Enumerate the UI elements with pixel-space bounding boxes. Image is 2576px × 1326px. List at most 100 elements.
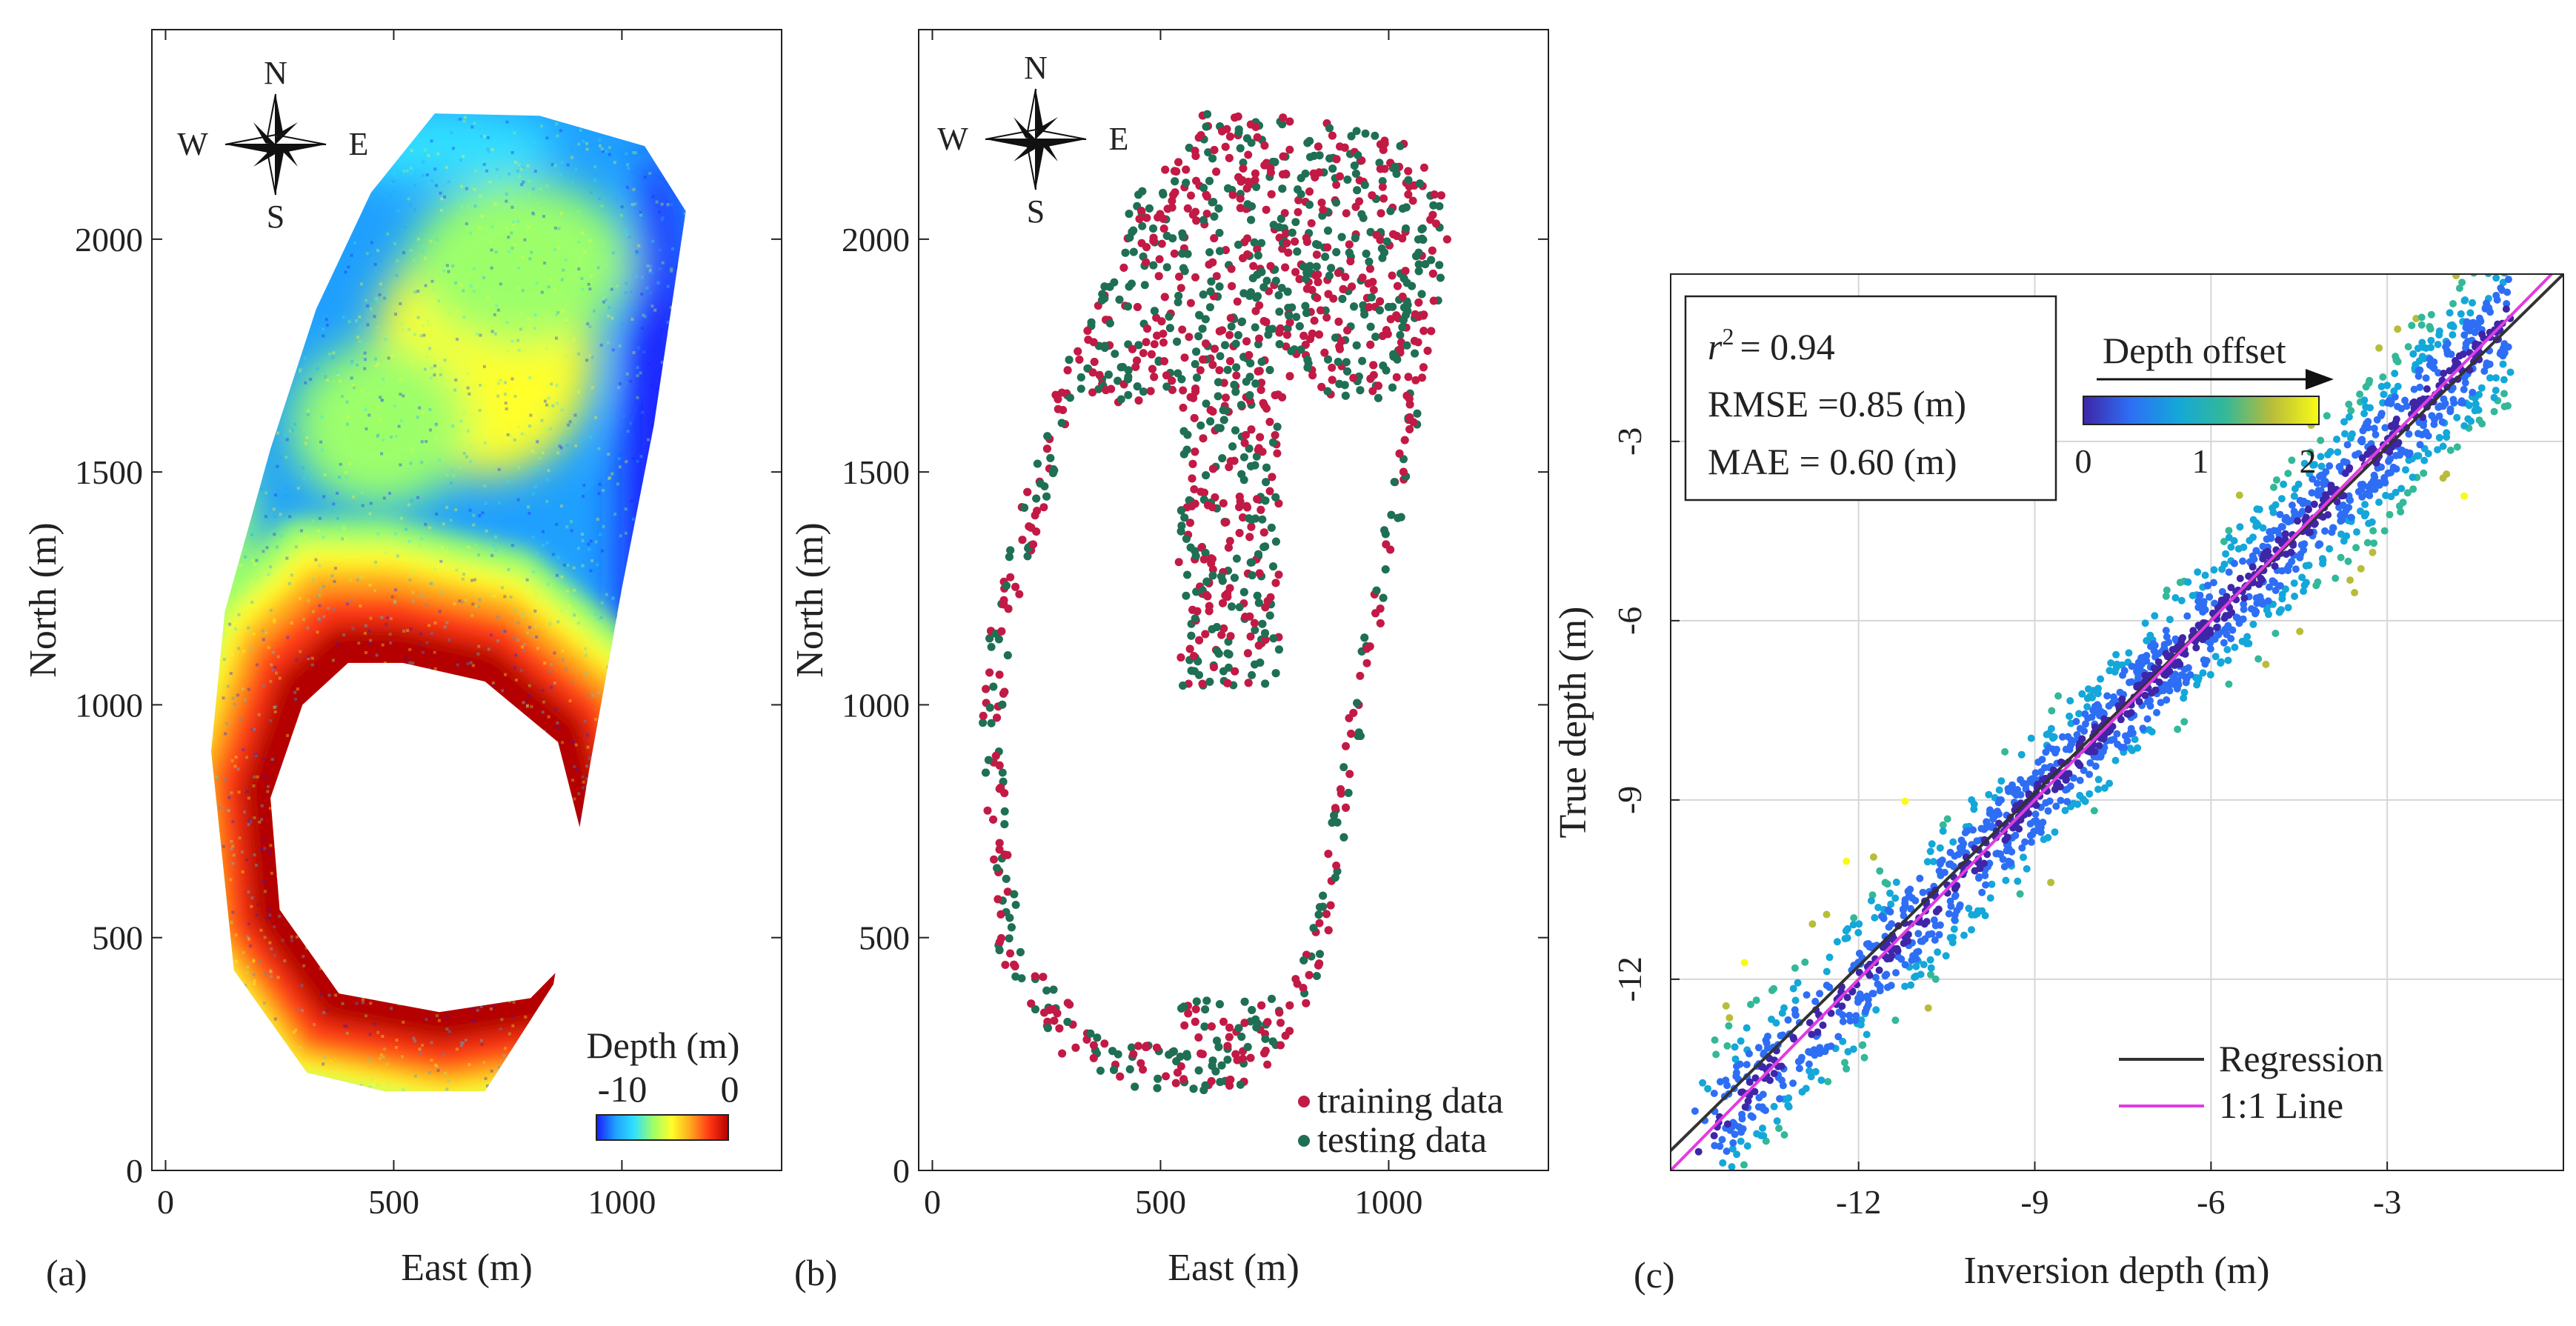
depth-blob (621, 150, 686, 980)
depth-speckle (310, 656, 314, 660)
depth-speckle (350, 556, 354, 559)
testing-point (1199, 290, 1208, 299)
testing-point (1294, 185, 1302, 194)
depth-speckle (394, 419, 398, 423)
depth-speckle (356, 578, 359, 582)
training-point (1191, 273, 1199, 281)
testing-point (1194, 1066, 1203, 1075)
scatter-point (2420, 469, 2428, 477)
scatter-point (2302, 579, 2310, 587)
depth-speckle (462, 119, 466, 123)
scatter-point (2360, 410, 2369, 418)
depth-speckle (396, 500, 399, 504)
training-point (1193, 607, 1202, 616)
depth-speckle (284, 493, 288, 496)
scatter-point (2380, 527, 2389, 535)
depth-speckle (536, 201, 540, 205)
depth-speckle (531, 634, 535, 638)
depth-speckle (621, 323, 625, 327)
training-point (1182, 165, 1191, 174)
depth-speckle (262, 684, 266, 687)
depth-speckle (413, 333, 416, 336)
testing-point (1217, 1061, 1226, 1070)
training-point (1176, 1062, 1185, 1070)
depth-speckle (290, 939, 293, 942)
depth-speckle (363, 351, 367, 355)
depth-speckle (468, 508, 472, 512)
depth-speckle (427, 154, 430, 158)
testing-point (1416, 179, 1424, 188)
training-point (1276, 324, 1285, 333)
testing-point (1360, 181, 1369, 190)
depth-speckle (500, 1018, 504, 1022)
depth-speckle (559, 504, 563, 508)
depth-speckle (281, 939, 284, 942)
depth-speckle (378, 1056, 382, 1060)
training-point (1231, 667, 1239, 676)
depth-speckle (639, 371, 642, 375)
depth-speckle (411, 167, 415, 171)
scatter-point (2435, 331, 2443, 339)
depth-speckle (470, 614, 474, 618)
depth-speckle (224, 732, 227, 736)
depth-speckle (598, 138, 602, 141)
scatter-point (2196, 591, 2204, 599)
scatter-point (1935, 930, 1943, 939)
scatter-point (2360, 396, 2369, 404)
training-point (1251, 307, 1260, 316)
testing-point (1183, 430, 1192, 439)
depth-speckle (390, 354, 394, 358)
depth-speckle (408, 661, 412, 664)
training-point (1317, 199, 1326, 207)
training-point (1251, 169, 1259, 178)
depth-speckle (535, 635, 539, 639)
scatter-point (1805, 1067, 1814, 1075)
depth-speckle (376, 406, 380, 410)
depth-speckle (391, 305, 395, 309)
testing-point (1302, 309, 1311, 317)
training-point (1442, 235, 1451, 244)
depth-speckle (234, 756, 238, 759)
testing-point (1303, 356, 1312, 364)
training-point (1265, 418, 1274, 426)
depth-speckle (429, 239, 433, 243)
scatter-point (2288, 502, 2296, 509)
depth-speckle (260, 804, 264, 807)
training-point (1208, 464, 1217, 473)
depth-speckle (521, 255, 525, 259)
depth-speckle (302, 955, 305, 959)
scatter-point (2066, 712, 2074, 720)
scatter-point (2300, 587, 2308, 596)
depth-speckle (466, 205, 470, 209)
depth-speckle (630, 499, 633, 503)
training-point (1419, 311, 1428, 320)
testing-point (1231, 387, 1240, 396)
depth-speckle (521, 614, 525, 618)
compass-b-point-dark (985, 139, 1036, 149)
depth-speckle (572, 133, 576, 136)
depth-speckle (255, 576, 259, 580)
scatter-point (1942, 952, 1950, 960)
depth-speckle (447, 180, 450, 184)
depth-speckle (517, 163, 521, 167)
depth-speckle (504, 381, 507, 384)
depth-speckle (311, 519, 315, 523)
testing-point (1237, 401, 1245, 410)
training-point (1254, 445, 1262, 454)
testing-point (1360, 633, 1369, 642)
testing-point (1138, 221, 1147, 230)
scatter-point (2291, 593, 2298, 600)
depth-speckle (619, 382, 622, 386)
depth-speckle (434, 423, 438, 427)
training-point (1134, 1042, 1142, 1050)
depth-speckle (245, 756, 249, 759)
training-point (997, 627, 1006, 636)
depth-speckle (270, 975, 273, 979)
testing-point (1357, 210, 1366, 219)
depth-speckle (359, 1084, 363, 1087)
training-point (1244, 679, 1253, 687)
depth-speckle (453, 139, 456, 143)
depth-speckle (648, 268, 652, 272)
scatter-point (2443, 470, 2451, 478)
depth-speckle (390, 1007, 393, 1010)
